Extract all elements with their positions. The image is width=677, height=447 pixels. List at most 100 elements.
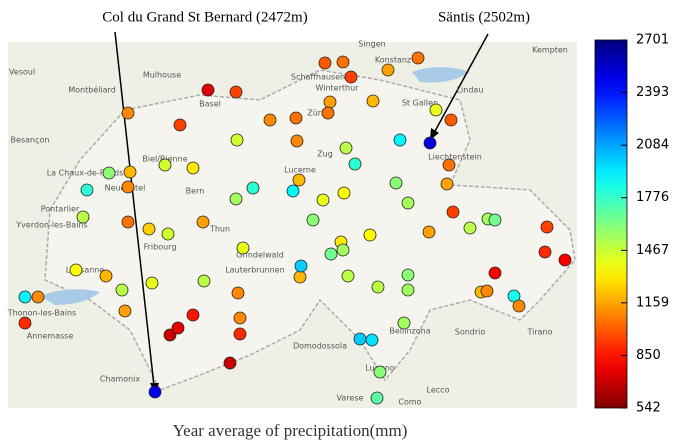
station xyxy=(540,220,554,234)
station xyxy=(371,280,385,294)
arrow xyxy=(114,31,155,387)
station xyxy=(236,241,250,255)
station xyxy=(316,193,330,207)
place-label: Mulhouse xyxy=(143,71,181,80)
station xyxy=(142,222,156,236)
station xyxy=(229,85,243,99)
place-label: Vesoul xyxy=(9,68,35,77)
station xyxy=(366,94,380,108)
lake xyxy=(40,289,100,305)
station xyxy=(389,176,403,190)
station xyxy=(488,266,502,280)
station xyxy=(365,333,379,347)
station xyxy=(18,316,32,330)
station xyxy=(294,259,308,273)
station xyxy=(324,247,338,261)
station xyxy=(118,304,132,318)
place-label: Basel xyxy=(199,100,221,109)
station xyxy=(99,269,113,283)
place-label: Singen xyxy=(358,40,385,49)
station xyxy=(442,158,456,172)
station xyxy=(353,332,367,346)
station xyxy=(348,157,362,171)
station xyxy=(292,173,306,187)
country-outline xyxy=(44,69,576,391)
colorbar-tick-label: 1159 xyxy=(636,295,669,310)
station xyxy=(397,316,411,330)
station xyxy=(344,70,358,84)
station xyxy=(423,136,437,150)
station xyxy=(480,284,494,298)
station xyxy=(80,183,94,197)
station xyxy=(123,165,137,179)
place-label: Lindau xyxy=(457,86,484,95)
place-label: Zug xyxy=(317,150,333,159)
station xyxy=(401,283,415,297)
station xyxy=(401,196,415,210)
station xyxy=(512,299,526,313)
place-label: Annemasse xyxy=(27,332,74,341)
station xyxy=(336,55,350,69)
station xyxy=(186,161,200,175)
arrow xyxy=(433,33,489,134)
station xyxy=(263,113,277,127)
annotation: Col du Grand St Bernard (2472m) xyxy=(102,9,307,25)
station xyxy=(148,385,162,399)
station xyxy=(223,356,237,370)
station xyxy=(161,227,175,241)
colorbar-tick-label: 1776 xyxy=(636,190,669,205)
station xyxy=(411,51,425,65)
station xyxy=(306,213,320,227)
colorbar xyxy=(594,39,628,409)
station xyxy=(337,186,351,200)
station xyxy=(289,111,303,125)
station xyxy=(115,283,129,297)
station xyxy=(145,276,159,290)
station xyxy=(290,134,304,148)
station xyxy=(401,268,415,282)
station xyxy=(444,113,458,127)
station xyxy=(422,225,436,239)
annotation: Säntis (2502m) xyxy=(438,9,530,25)
place-label: Lausanne xyxy=(66,266,105,275)
colorbar-tick-label: 2393 xyxy=(636,85,669,100)
place-label: Thonon-les-Bains xyxy=(7,309,77,318)
place-label: St Gallen xyxy=(402,99,438,108)
station xyxy=(196,215,210,229)
station xyxy=(121,215,135,229)
colorbar-tick-label: 2084 xyxy=(636,138,669,153)
place-label: Schaffhausen xyxy=(291,73,345,82)
station xyxy=(76,210,90,224)
station xyxy=(463,221,477,235)
station xyxy=(339,141,353,155)
station xyxy=(186,308,200,322)
station xyxy=(341,269,355,283)
station xyxy=(121,180,135,194)
station xyxy=(233,327,247,341)
station xyxy=(69,263,83,277)
place-label: La Chaux-de-Fonds xyxy=(47,169,124,178)
station xyxy=(286,184,300,198)
place-label: Grindelwald xyxy=(236,251,284,260)
place-label: Bellinzona xyxy=(389,327,430,336)
place-label: Sondrio xyxy=(455,328,486,337)
colorbar-tick-label: 2701 xyxy=(636,33,669,48)
station xyxy=(173,118,187,132)
station xyxy=(246,181,260,195)
station xyxy=(31,290,45,304)
station xyxy=(363,228,377,242)
station xyxy=(446,205,460,219)
station xyxy=(163,328,177,342)
station xyxy=(336,243,350,257)
colorbar-tick-label: 850 xyxy=(636,348,661,363)
caption: Year average of precipitation(mm) xyxy=(173,421,408,440)
station xyxy=(201,83,215,97)
place-label: Tirano xyxy=(526,328,552,337)
station xyxy=(393,133,407,147)
station xyxy=(158,158,172,172)
station xyxy=(102,166,116,180)
place-label: Liechtenstein xyxy=(428,153,482,162)
station xyxy=(121,106,135,120)
station xyxy=(231,286,245,300)
station xyxy=(538,245,552,259)
